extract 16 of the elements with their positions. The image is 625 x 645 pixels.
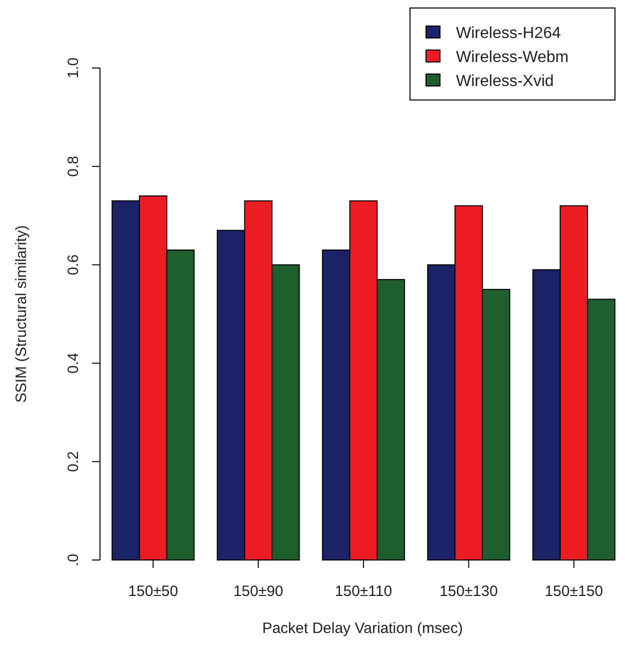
- x-tick-label: 150±110: [334, 583, 392, 600]
- x-tick-label: 150±90: [233, 583, 284, 600]
- y-tick-label: 0.8: [65, 156, 82, 177]
- x-axis-title: Packet Delay Variation (msec): [262, 620, 463, 637]
- legend-label: Wireless-H264: [456, 25, 562, 42]
- y-axis-title: SSIM (Structural similarity): [13, 225, 30, 403]
- legend-label: Wireless-Xvid: [456, 73, 554, 90]
- x-tick-label: 150±150: [544, 583, 604, 600]
- x-tick-label: 150±130: [440, 583, 498, 600]
- y-tick-label: 0.6: [65, 254, 82, 276]
- x-tick-label: 150±50: [128, 583, 178, 600]
- legend-label: Wireless-Webm: [456, 49, 569, 66]
- y-tick-label: 0.4: [65, 352, 82, 374]
- y-tick-label: .0: [65, 554, 82, 566]
- y-tick-label: 1.0: [65, 58, 82, 78]
- y-tick-label: 0.2: [65, 451, 82, 472]
